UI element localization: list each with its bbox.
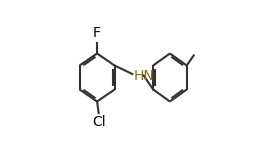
Text: HN: HN <box>133 69 154 83</box>
Text: F: F <box>93 26 101 40</box>
Text: Cl: Cl <box>92 115 105 129</box>
